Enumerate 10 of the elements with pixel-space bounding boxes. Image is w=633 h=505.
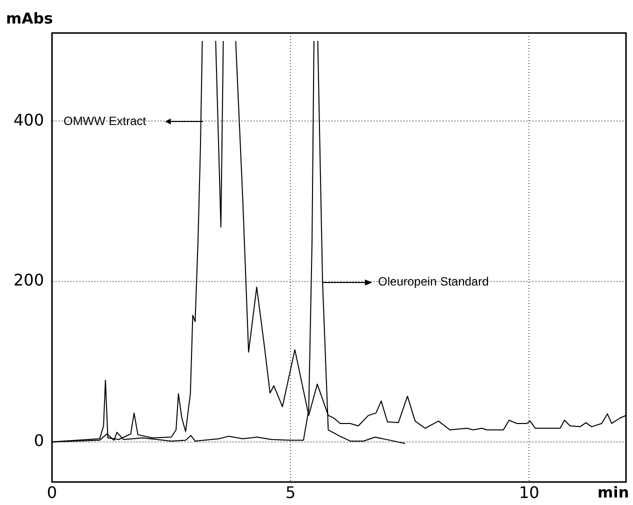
x-tick-label: 0 [46,482,58,502]
y-axis-title: mAbs [6,9,53,28]
x-axis-title: min [598,483,629,502]
x-tick-label: 10 [518,482,540,502]
annotation: Oleuropein Standard [378,274,489,289]
y-tick-label: 200 [13,270,44,290]
annotation: OMWW Extract [63,114,147,128]
x-tick-label: 5 [285,482,296,502]
y-tick-label: 0 [34,431,44,450]
y-tick-label: 400 [13,110,44,130]
